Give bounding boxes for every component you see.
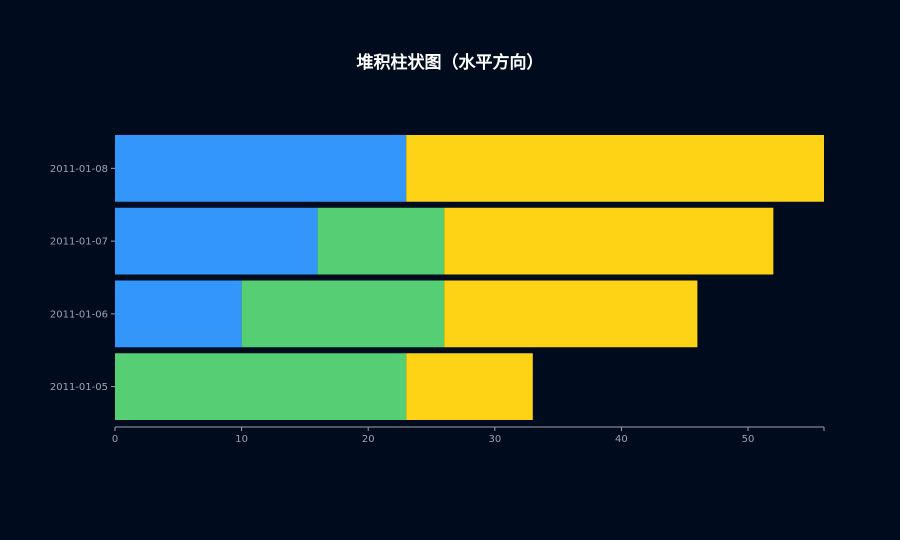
- bar-2011-01-08-series-3[interactable]: [406, 135, 824, 202]
- x-tick-label: 50: [742, 434, 755, 445]
- bar-2011-01-07-series-3[interactable]: [444, 208, 773, 275]
- bar-2011-01-06-series-2[interactable]: [242, 281, 445, 348]
- bars-layer: [115, 135, 824, 420]
- y-axis: 2011-01-05 2011-01-06 2011-01-07 2011-01-08: [50, 164, 115, 393]
- x-tick-label: 10: [235, 434, 248, 445]
- y-tick-label: 2011-01-08: [50, 164, 108, 175]
- bar-2011-01-06-series-1[interactable]: [115, 281, 242, 348]
- y-tick-label: 2011-01-05: [50, 382, 108, 393]
- y-tick-label: 2011-01-07: [50, 237, 108, 248]
- bar-2011-01-05-series-3[interactable]: [406, 353, 533, 420]
- x-tick-label: 0: [112, 434, 118, 445]
- bar-2011-01-07-series-2[interactable]: [318, 208, 445, 275]
- x-tick-label: 20: [362, 434, 375, 445]
- x-tick-label: 40: [615, 434, 628, 445]
- x-tick-label: 30: [488, 434, 501, 445]
- y-tick-label: 2011-01-06: [50, 309, 108, 320]
- bar-2011-01-06-series-3[interactable]: [444, 281, 697, 348]
- chart-title: 堆积柱状图（水平方向）: [357, 52, 544, 73]
- bar-2011-01-07-series-1[interactable]: [115, 208, 318, 275]
- x-axis: 0 10 20 30 40 50: [112, 427, 824, 445]
- bar-2011-01-05-series-2[interactable]: [115, 353, 406, 420]
- bar-2011-01-08-series-1[interactable]: [115, 135, 406, 202]
